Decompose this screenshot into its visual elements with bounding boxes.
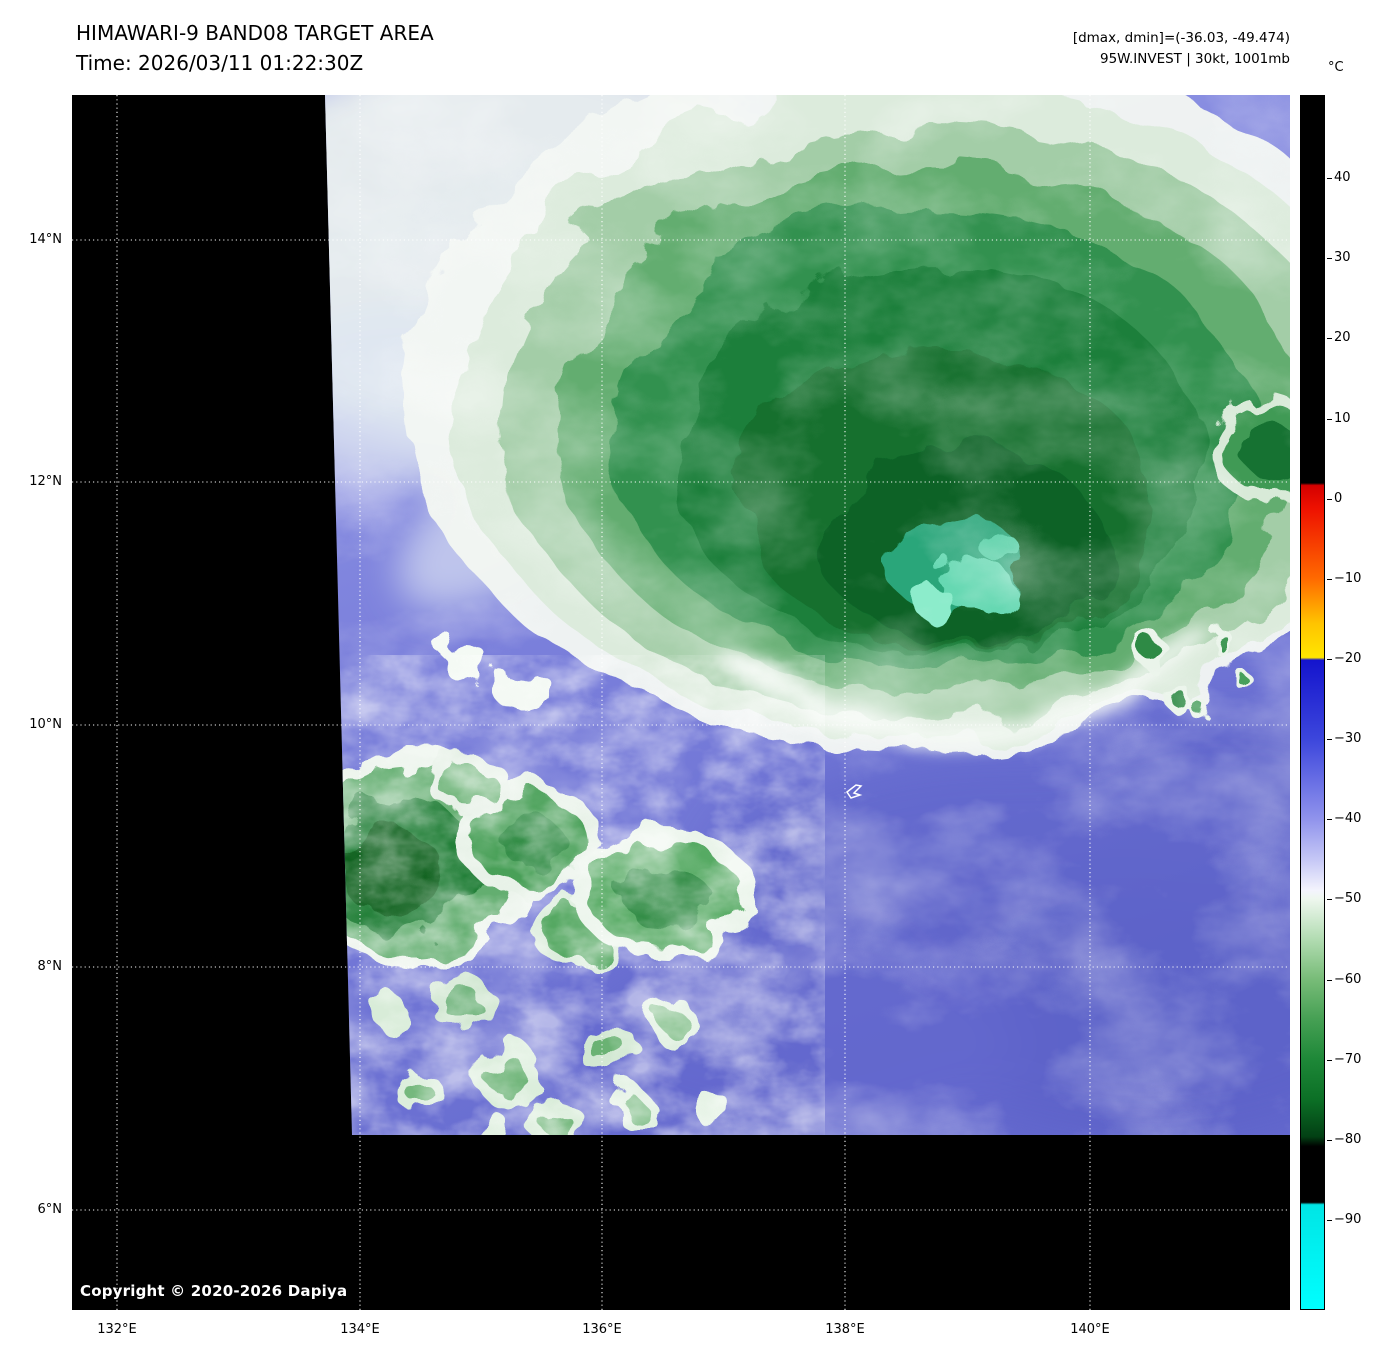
- lat-tick-label: 14°N: [29, 232, 62, 247]
- colorbar-unit-label: °C: [1328, 60, 1344, 75]
- colorbar-tick-mark: [1327, 899, 1332, 900]
- colorbar-tick-mark: [1327, 1140, 1332, 1141]
- lat-tick-label: 12°N: [29, 474, 62, 489]
- colorbar-tick-mark: [1327, 178, 1332, 179]
- colorbar-tick-label: −20: [1334, 651, 1362, 666]
- map-plot: [72, 95, 1290, 1310]
- lat-tick-label: 10°N: [29, 717, 62, 732]
- meta-block: [dmax, dmin]=(-36.03, -49.474) 95W.INVES…: [1073, 28, 1290, 70]
- lon-tick-label: 136°E: [582, 1322, 622, 1337]
- colorbar-tick-label: −10: [1334, 571, 1362, 586]
- colorbar-tick-mark: [1327, 258, 1332, 259]
- lon-tick-label: 134°E: [340, 1322, 380, 1337]
- colorbar-tick-mark: [1327, 499, 1332, 500]
- colorbar-tick-label: −50: [1334, 891, 1362, 906]
- dmax-dmin-readout: [dmax, dmin]=(-36.03, -49.474): [1072, 30, 1290, 46]
- colorbar-tick-mark: [1327, 819, 1332, 820]
- satellite-image: [72, 95, 1290, 1310]
- lat-tick-label: 8°N: [37, 959, 63, 974]
- colorbar-tick-label: −60: [1334, 972, 1362, 987]
- colorbar-tick-label: 40: [1334, 170, 1351, 185]
- figure-time: Time: 2026/03/11 01:22:30Z: [76, 51, 364, 75]
- colorbar-tick-label: −30: [1334, 731, 1362, 746]
- figure-title: HIMAWARI-9 BAND08 TARGET AREA: [76, 21, 434, 45]
- colorbar-tick-mark: [1327, 980, 1332, 981]
- colorbar-tick-label: 30: [1334, 250, 1351, 265]
- colorbar-tick-label: 20: [1334, 330, 1351, 345]
- lon-tick-label: 140°E: [1070, 1322, 1110, 1337]
- colorbar-tick-mark: [1327, 579, 1332, 580]
- colorbar-tick-mark: [1327, 419, 1332, 420]
- colorbar-tick-mark: [1327, 659, 1332, 660]
- colorbar-gradient: [1300, 95, 1325, 1310]
- colorbar-tick-label: 0: [1334, 491, 1343, 506]
- colorbar-tick-label: −70: [1334, 1052, 1362, 1067]
- colorbar-tick-label: −90: [1334, 1212, 1362, 1227]
- title-block: HIMAWARI-9 BAND08 TARGET AREA Time: 2026…: [76, 18, 434, 78]
- colorbar-tick-mark: [1327, 1060, 1332, 1061]
- lon-tick-label: 138°E: [825, 1322, 865, 1337]
- colorbar-tick-mark: [1327, 739, 1332, 740]
- colorbar-tick-label: −40: [1334, 811, 1362, 826]
- colorbar-tick-label: 10: [1334, 411, 1351, 426]
- storm-info: 95W.INVEST | 30kt, 1001mb: [1099, 51, 1290, 67]
- grid-lines: [72, 95, 1290, 1310]
- lon-tick-label: 132°E: [97, 1322, 137, 1337]
- colorbar-tick-mark: [1327, 338, 1332, 339]
- colorbar-tick-mark: [1327, 1220, 1332, 1221]
- contour-squiggle: [845, 784, 863, 799]
- colorbar-tick-label: −80: [1334, 1132, 1362, 1147]
- copyright-text: Copyright © 2020-2026 Dapiya: [80, 1282, 348, 1300]
- lat-tick-label: 6°N: [37, 1202, 63, 1217]
